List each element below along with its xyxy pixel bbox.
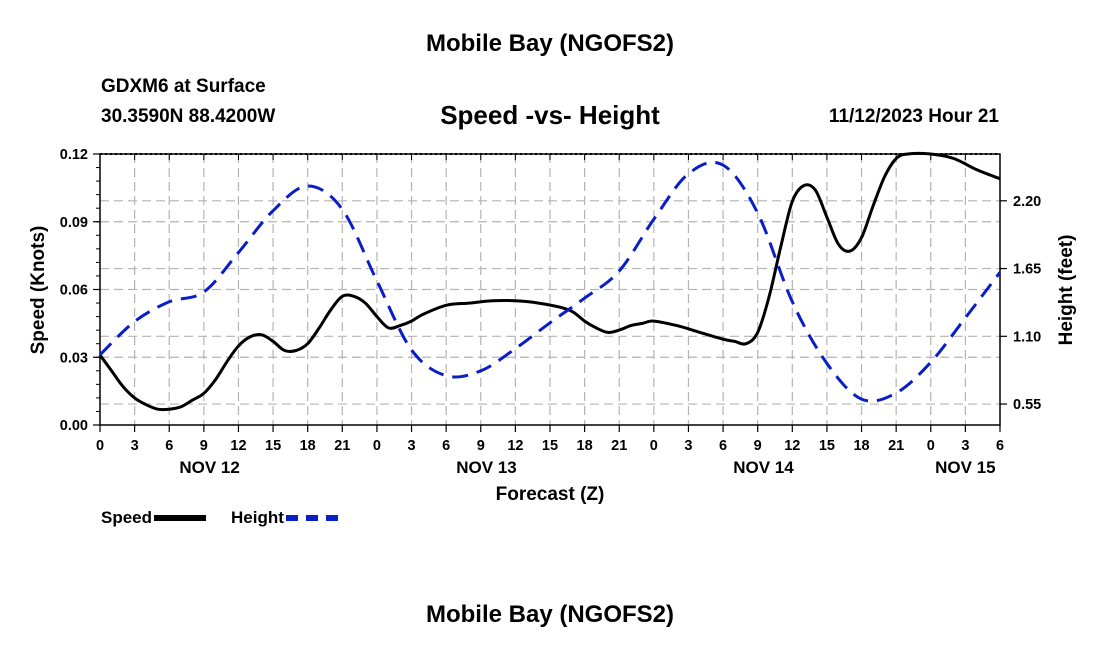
x-tick-label: 15 [542,438,558,454]
y2-axis-label: Height (feet) [1056,235,1077,346]
x-tick-label: 6 [996,438,1004,454]
footer-main-title: Mobile Bay (NGOFS2) [425,601,675,628]
x-tick-label: 12 [230,438,246,454]
series-layer [98,151,1002,412]
x-tick-label: 9 [754,438,762,454]
y2-tick-label: 1.65 [1013,262,1041,278]
x-tick-label: 21 [334,438,350,454]
x-tick-label: 0 [373,438,381,454]
y2-tick-label: 0.55 [1013,397,1041,413]
date-label: NOV 12 [179,458,239,477]
y-tick-label: 0.03 [60,350,88,366]
grid [100,154,1000,425]
x-tick-label: 3 [131,438,139,454]
legend-height: Height [231,508,338,528]
y-tick-label: 0.12 [60,147,88,163]
x-tick-label: 3 [961,438,969,454]
x-tick-label: 3 [407,438,415,454]
valid-time: 11/12/2023 Hour 21 [828,106,999,127]
x-tick-label: 12 [507,438,523,454]
x-tick-label: 6 [719,438,727,454]
x-tick-label: 15 [265,438,281,454]
y2-tick-label: 2.20 [1013,194,1041,210]
y-tick-label: 0.06 [60,283,88,299]
x-tick-label: 6 [165,438,173,454]
legend-speed-swatch [154,515,207,521]
legend-speed: Speed [101,508,207,528]
date-label: NOV 14 [733,458,794,477]
height-series-line [98,160,1002,403]
x-tick-label: 12 [784,438,800,454]
x-tick-label: 18 [577,438,593,454]
x-tick-label: 9 [477,438,485,454]
legend-speed-label: Speed [101,508,153,527]
legend-height-label: Height [231,508,284,527]
x-tick-label: 6 [442,438,450,454]
x-tick-label: 18 [300,438,316,454]
tick-labels: 0 3 6 9 12 15 18 21 0 3 6 9 12 15 18 21 0 3 6 9 12 15 18 21 0 3 6N… [60,147,1041,477]
y2-tick-label: 1.10 [1013,329,1041,345]
axis-ticks [93,153,1007,432]
chart-main-title: Mobile Bay (NGOFS2) [425,30,675,57]
x-tick-label: 21 [611,438,627,454]
date-label: NOV 13 [456,458,516,477]
x-tick-label: 15 [819,438,835,454]
x-tick-label: 0 [96,438,104,454]
x-axis-label: Forecast (Z) [496,484,605,505]
x-tick-label: 0 [927,438,935,454]
x-tick-label: 3 [684,438,692,454]
x-tick-label: 18 [853,438,869,454]
x-tick-label: 21 [888,438,904,454]
chart-title: Speed -vs- Height [440,100,660,130]
station-id: GDXM6 at Surface [101,76,266,97]
x-tick-label: 0 [650,438,658,454]
x-tick-label: 9 [200,438,208,454]
date-label: NOV 15 [935,458,995,477]
station-coordinates: 30.3590N 88.4200W [101,106,276,127]
y-tick-label: 0.09 [60,215,88,231]
legend-height-swatch [285,515,338,521]
speed-series-line [98,151,1001,412]
y-axis-label: Speed (Knots) [28,226,49,355]
y-tick-label: 0.00 [60,418,88,434]
